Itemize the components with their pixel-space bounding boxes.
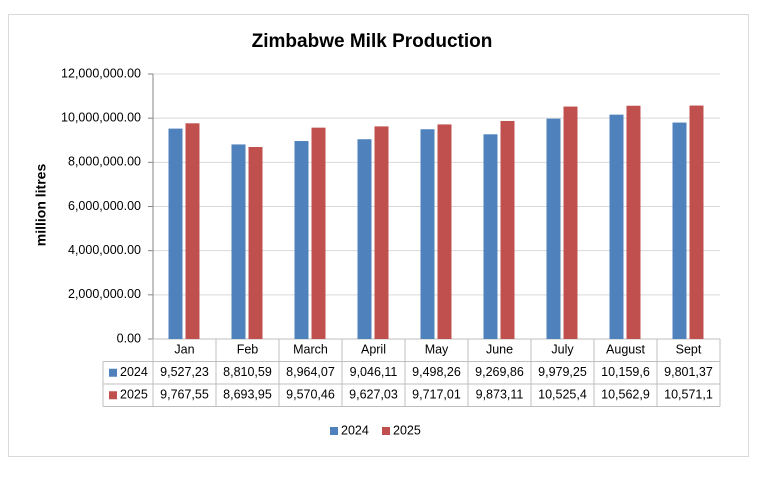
- y-tick-label: 10,000,000.00: [61, 110, 141, 124]
- y-tick-label: 0.00: [117, 331, 141, 345]
- x-tick-label: Feb: [237, 343, 259, 357]
- x-tick-label: Jan: [174, 343, 194, 357]
- row-label: 2025: [120, 388, 148, 402]
- bar: [311, 127, 326, 339]
- table-value: 9,979,25: [538, 365, 587, 379]
- y-tick-label: 2,000,000.00: [68, 287, 141, 301]
- table-value: 10,571,1: [664, 388, 713, 402]
- table-value: 10,562,9: [601, 388, 650, 402]
- x-tick-label: July: [551, 343, 574, 357]
- y-axis-label: million litres: [33, 164, 49, 247]
- bar: [420, 129, 435, 339]
- table-value: 9,046,11: [350, 365, 398, 379]
- bar: [185, 123, 200, 340]
- table-value: 9,801,37: [664, 365, 713, 379]
- table-value: 9,627,03: [349, 388, 398, 402]
- x-tick-label: March: [293, 343, 328, 357]
- bar: [231, 144, 246, 339]
- table-value: 8,964,07: [286, 365, 335, 379]
- bar: [437, 124, 452, 339]
- table-value: 10,159,6: [601, 365, 650, 379]
- table-value: 9,498,26: [412, 365, 461, 379]
- bar: [248, 147, 263, 339]
- bar: [294, 141, 309, 339]
- bar: [168, 128, 183, 339]
- table-value: 8,693,95: [223, 388, 272, 402]
- x-tick-label: April: [361, 343, 386, 357]
- bar: [689, 105, 704, 340]
- legend-key: [330, 427, 338, 435]
- table-value: 10,525,4: [538, 388, 587, 402]
- x-tick-label: June: [486, 343, 513, 357]
- table-value: 9,269,86: [475, 365, 524, 379]
- bar: [546, 118, 561, 339]
- legend-key: [109, 368, 117, 377]
- table-value: 9,570,46: [286, 388, 335, 402]
- table-value: 9,717,01: [412, 388, 461, 402]
- y-tick-label: 6,000,000.00: [68, 199, 141, 213]
- y-tick-label: 4,000,000.00: [68, 243, 141, 257]
- table-value: 9,527,23: [160, 365, 209, 379]
- legend-key: [109, 391, 117, 400]
- y-tick-label: 8,000,000.00: [68, 155, 141, 169]
- bar: [563, 106, 578, 339]
- table-value: 8,810,59: [223, 365, 272, 379]
- table-value: 9,767,55: [160, 388, 209, 402]
- legend-label: 2024: [341, 423, 369, 437]
- row-label: 2024: [120, 365, 148, 379]
- bar: [483, 134, 498, 339]
- chart-title: Zimbabwe Milk Production: [252, 31, 493, 52]
- x-tick-label: May: [425, 343, 449, 357]
- bar: [609, 114, 624, 339]
- bar: [626, 105, 641, 339]
- x-tick-label: August: [606, 343, 645, 357]
- table-value: 9,873,11: [476, 388, 524, 402]
- legend-key: [382, 427, 390, 435]
- bar: [374, 126, 389, 340]
- x-tick-label: Sept: [676, 343, 702, 357]
- y-tick-label: 12,000,000.00: [61, 66, 141, 80]
- legend-label: 2025: [393, 423, 421, 437]
- bar: [357, 139, 372, 339]
- bar: [672, 122, 687, 340]
- bar: [500, 120, 515, 340]
